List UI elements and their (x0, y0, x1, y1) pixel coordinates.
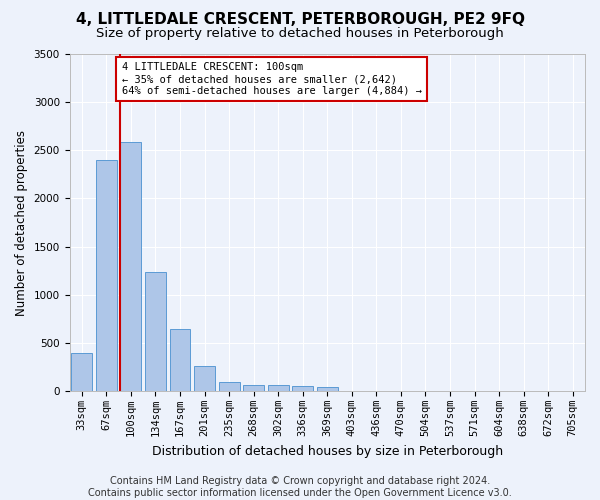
Bar (71, 354, 92, 391)
Bar (317, 387, 338, 391)
Bar (96, 160, 117, 391)
Bar (268, 386, 289, 391)
Text: Size of property relative to detached houses in Peterborough: Size of property relative to detached ho… (96, 28, 504, 40)
Text: Contains HM Land Registry data © Crown copyright and database right 2024.
Contai: Contains HM Land Registry data © Crown c… (88, 476, 512, 498)
Bar (194, 366, 215, 391)
Bar (218, 382, 239, 391)
Y-axis label: Number of detached properties: Number of detached properties (15, 130, 28, 316)
Bar (145, 272, 166, 391)
Bar (121, 142, 142, 391)
Bar (243, 386, 264, 391)
Text: 4, LITTLEDALE CRESCENT, PETERBOROUGH, PE2 9FQ: 4, LITTLEDALE CRESCENT, PETERBOROUGH, PE… (76, 12, 524, 28)
Bar (170, 330, 190, 391)
Bar (292, 386, 313, 391)
Text: 4 LITTLEDALE CRESCENT: 100sqm
← 35% of detached houses are smaller (2,642)
64% o: 4 LITTLEDALE CRESCENT: 100sqm ← 35% of d… (122, 62, 422, 96)
X-axis label: Distribution of detached houses by size in Peterborough: Distribution of detached houses by size … (152, 444, 503, 458)
